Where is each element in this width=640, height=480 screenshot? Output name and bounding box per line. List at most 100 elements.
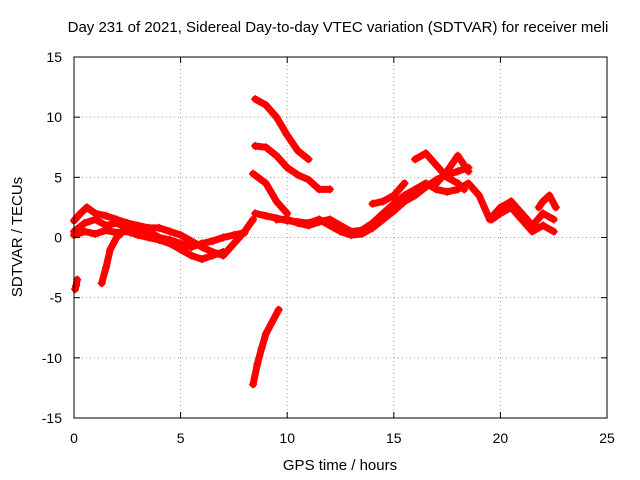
data-point xyxy=(82,203,91,212)
x-tick-label: 25 xyxy=(599,430,615,446)
y-tick-label: 10 xyxy=(46,109,62,125)
data-point xyxy=(176,245,185,254)
y-tick-label: 0 xyxy=(54,230,62,246)
series-trace xyxy=(369,179,408,208)
series-trace xyxy=(251,95,312,163)
data-point xyxy=(272,113,281,122)
data-point xyxy=(539,209,548,218)
data-point xyxy=(187,243,196,252)
data-point xyxy=(475,191,484,200)
data-point xyxy=(229,239,238,248)
series-layer xyxy=(70,95,560,389)
data-point xyxy=(112,219,121,228)
x-tick-label: 20 xyxy=(493,430,509,446)
data-point xyxy=(304,155,313,164)
data-point xyxy=(283,209,292,218)
data-point xyxy=(464,167,473,176)
data-point xyxy=(91,215,100,224)
data-point xyxy=(496,209,505,218)
data-point xyxy=(545,191,554,200)
data-point xyxy=(253,359,262,368)
data-point xyxy=(272,151,281,160)
data-point xyxy=(261,211,270,220)
series-sat-l xyxy=(534,191,560,212)
data-point xyxy=(325,185,334,194)
data-point xyxy=(91,229,100,238)
data-point xyxy=(443,187,452,196)
series-sat-p xyxy=(249,305,283,389)
data-point xyxy=(119,227,128,236)
data-point xyxy=(133,231,142,240)
data-point xyxy=(165,227,174,236)
data-point xyxy=(251,209,260,218)
data-point xyxy=(97,279,106,288)
data-point xyxy=(304,175,313,184)
y-tick-label: -5 xyxy=(50,290,63,306)
data-point xyxy=(197,239,206,248)
data-point xyxy=(453,151,462,160)
x-axis-label: GPS time / hours xyxy=(283,457,397,474)
data-point xyxy=(389,191,398,200)
series-sat-e xyxy=(71,275,82,294)
data-point xyxy=(80,227,89,236)
data-point xyxy=(507,203,516,212)
data-point xyxy=(528,227,537,236)
data-point xyxy=(80,219,89,228)
data-point xyxy=(432,179,441,188)
data-point xyxy=(347,227,356,236)
data-point xyxy=(76,209,85,218)
data-point xyxy=(453,179,462,188)
data-point xyxy=(261,329,270,338)
data-point xyxy=(187,251,196,260)
data-point xyxy=(249,380,258,389)
data-point xyxy=(549,227,558,236)
x-tick-label: 15 xyxy=(386,430,402,446)
data-point xyxy=(549,215,558,224)
data-point xyxy=(155,235,164,244)
data-point xyxy=(219,233,228,242)
data-point xyxy=(261,179,270,188)
data-point xyxy=(72,281,81,290)
data-point xyxy=(197,255,206,264)
data-point xyxy=(229,231,238,240)
data-point xyxy=(112,233,121,242)
series-sat-i xyxy=(411,149,469,194)
data-point xyxy=(261,101,270,110)
series-trace xyxy=(249,170,291,217)
data-point xyxy=(251,95,260,104)
data-point xyxy=(368,219,377,228)
data-point xyxy=(155,223,164,232)
data-point xyxy=(274,305,283,314)
data-point xyxy=(551,203,560,212)
data-point xyxy=(261,143,270,152)
data-point xyxy=(432,161,441,170)
data-point xyxy=(421,179,430,188)
data-point xyxy=(208,237,217,246)
data-point xyxy=(304,221,313,230)
data-point xyxy=(460,185,469,194)
data-point xyxy=(487,215,496,224)
series-trace xyxy=(251,142,334,193)
data-point xyxy=(411,185,420,194)
x-tick-label: 10 xyxy=(279,430,295,446)
y-tick-label: 15 xyxy=(46,49,62,65)
data-point xyxy=(539,221,548,230)
data-point xyxy=(517,215,526,224)
series-trace xyxy=(432,152,472,187)
series-sat-j xyxy=(432,151,473,188)
data-point xyxy=(357,226,366,235)
data-point xyxy=(315,217,324,226)
data-point xyxy=(208,251,217,260)
data-point xyxy=(293,146,302,155)
data-point xyxy=(257,344,266,353)
data-point xyxy=(73,275,82,284)
x-tick-label: 0 xyxy=(70,430,78,446)
series-trace xyxy=(411,149,468,193)
data-point xyxy=(293,219,302,228)
data-point xyxy=(219,247,228,256)
data-point xyxy=(249,169,258,178)
data-point xyxy=(272,197,281,206)
data-point xyxy=(293,170,302,179)
data-point xyxy=(176,231,185,240)
